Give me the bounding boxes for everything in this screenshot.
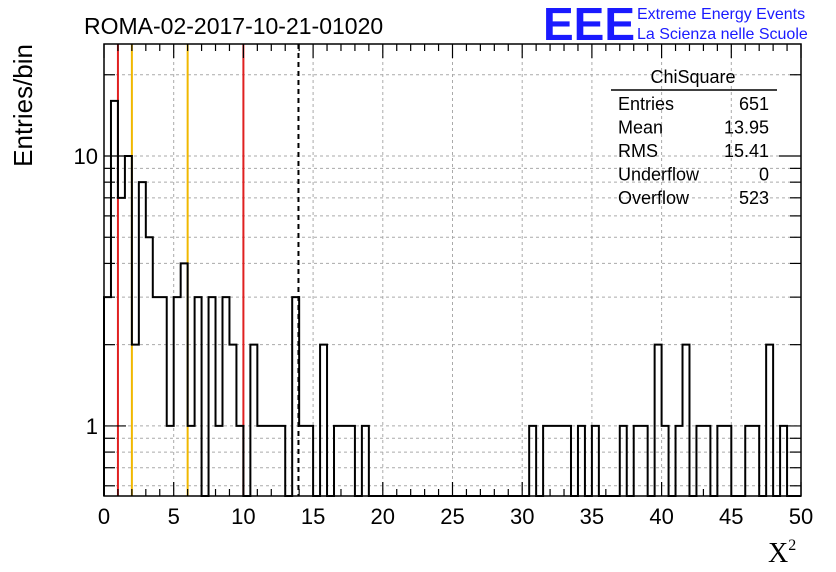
y-axis-label: Entries/bin <box>8 44 38 167</box>
x-tick-label: 30 <box>510 504 534 529</box>
x-tick-label: 50 <box>789 504 813 529</box>
stats-name: ChiSquare <box>650 67 735 87</box>
chart-title: ROMA-02-2017-10-21-01020 <box>84 13 383 39</box>
stats-label: RMS <box>618 141 658 161</box>
x-tick-label: 35 <box>580 504 604 529</box>
stats-value: 523 <box>739 188 769 208</box>
stats-value: 13.95 <box>724 118 769 138</box>
stats-label: Entries <box>618 94 674 114</box>
y-tick-label: 10 <box>74 144 98 169</box>
x-tick-label: 20 <box>371 504 395 529</box>
x-tick-label: 15 <box>301 504 325 529</box>
stats-label: Mean <box>618 118 663 138</box>
x-axis-label: X2 <box>768 537 796 569</box>
logo-line-2: La Scienza nelle Scuole <box>637 26 808 43</box>
x-tick-label: 10 <box>231 504 255 529</box>
stats-value: 15.41 <box>724 141 769 161</box>
stats-rows: Entries 651 Mean 13.95 RMS 15.41 Underflow 0 Ove… <box>618 94 769 208</box>
grid-lines <box>104 44 801 496</box>
stats-label: Underflow <box>618 165 700 185</box>
x-tick-label: 5 <box>168 504 180 529</box>
logo-mark: EEE <box>543 0 635 50</box>
stats-label: Overflow <box>618 188 690 208</box>
stats-box: ChiSquare Entries 651 Mean 13.95 RMS 15.41 Und… <box>611 67 777 208</box>
logo-line-1: Extreme Energy Events <box>637 6 805 23</box>
x-tick-labels: 0 5 10 15 20 25 30 35 40 45 50 <box>98 504 813 529</box>
x-tick-label: 45 <box>719 504 743 529</box>
x-tick-label: 0 <box>98 504 110 529</box>
eee-logo: EEE Extreme Energy Events La Scienza nel… <box>543 0 808 50</box>
y-tick-label: 1 <box>86 414 98 439</box>
stats-value: 651 <box>739 94 769 114</box>
y-tick-labels: 1 10 <box>74 144 98 439</box>
stats-value: 0 <box>759 165 769 185</box>
axis-ticks <box>103 44 802 496</box>
x-tick-label: 40 <box>649 504 673 529</box>
x-tick-label: 25 <box>440 504 464 529</box>
